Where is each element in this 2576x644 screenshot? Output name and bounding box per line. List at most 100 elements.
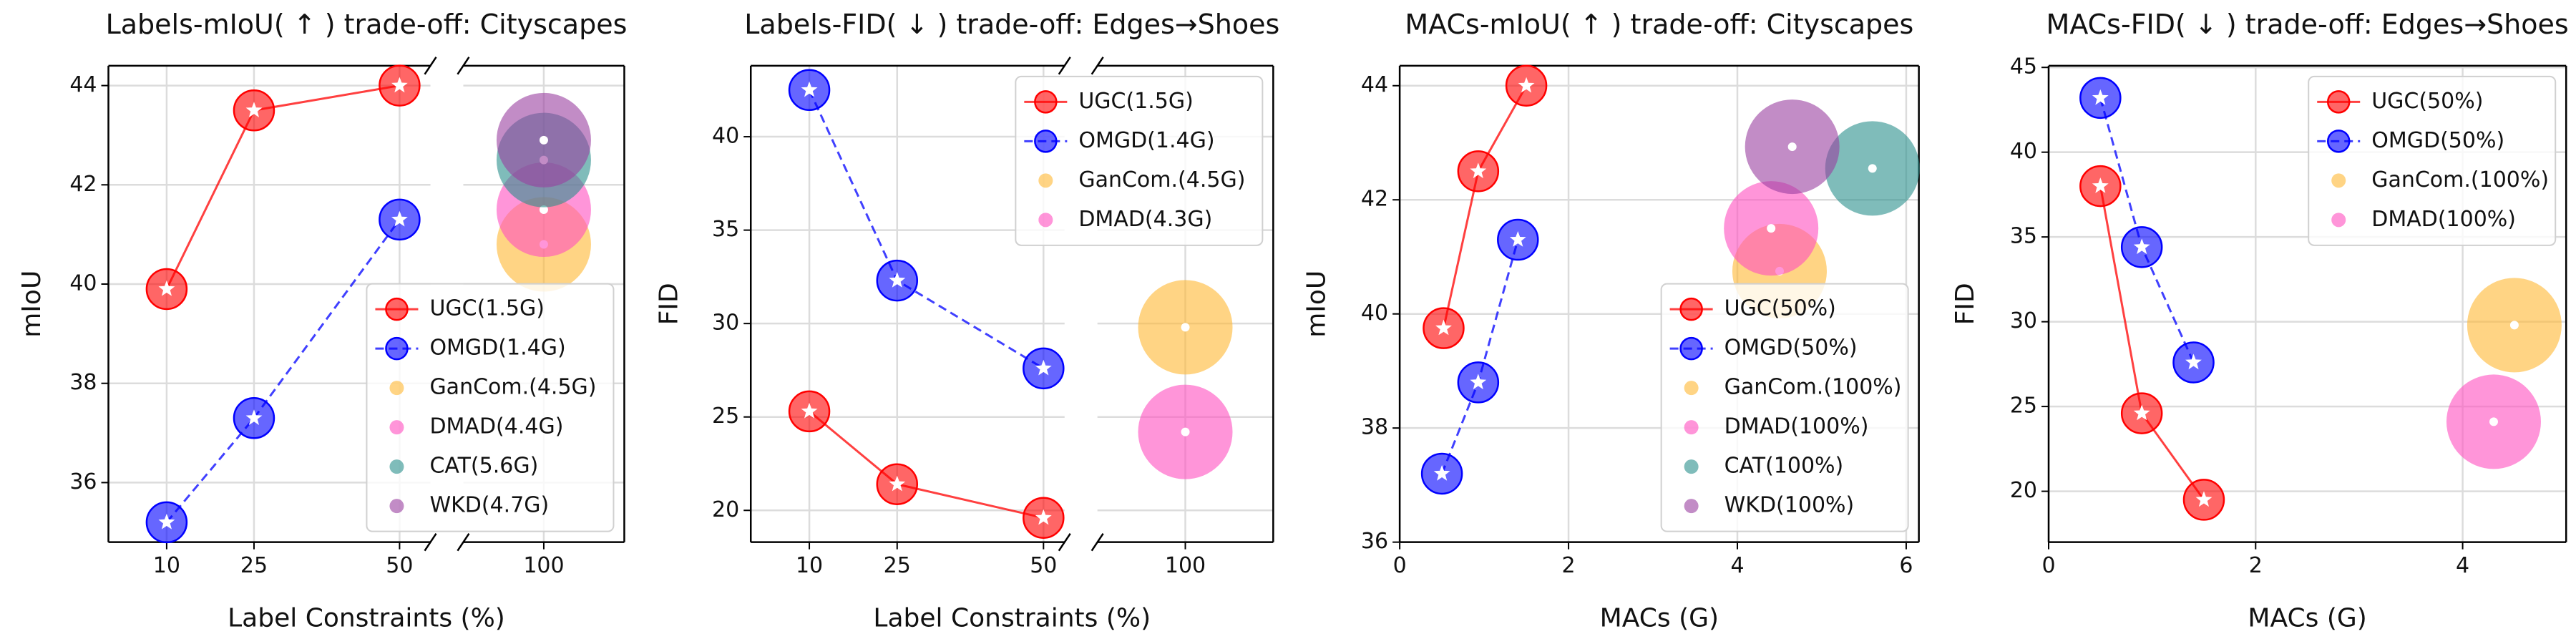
y-tick-label: 35: [712, 217, 739, 242]
point-star: [889, 475, 906, 492]
legend-label: GanCom.(100%): [1724, 375, 1902, 400]
legend-marker: [2326, 130, 2351, 153]
legend-marker: [1684, 381, 1699, 396]
legend-marker: [1034, 90, 1058, 114]
y-tick-label: 38: [69, 370, 97, 395]
y-tick-label: 44: [1361, 72, 1388, 97]
point-star: [1470, 162, 1487, 179]
y-tick-label: 20: [2010, 478, 2037, 503]
bubble-center: [1181, 323, 1190, 332]
series-line: [1440, 239, 1519, 474]
series-line: [809, 410, 1044, 519]
legend-marker: [1684, 499, 1699, 514]
legend-marker: [2331, 173, 2346, 188]
x-tick-label: 100: [1165, 553, 1206, 578]
point-star: [1035, 509, 1052, 525]
legend-label: DMAD(100%): [1724, 414, 1869, 439]
y-tick-label: 30: [2010, 308, 2037, 333]
legend-label: UGC(50%): [2371, 89, 2483, 114]
legend-marker: [389, 420, 404, 435]
bubble-center: [1787, 142, 1797, 152]
legend-label: OMGD(1.4G): [1078, 128, 1214, 153]
x-tick-label: 2: [2249, 553, 2263, 578]
point-star: [2092, 89, 2109, 105]
legend-label: WKD(4.7G): [429, 493, 549, 518]
bubble-center: [539, 135, 548, 145]
legend-label: CAT(100%): [1724, 454, 1844, 479]
legend-marker: [389, 381, 404, 396]
y-tick-label: 45: [2010, 54, 2037, 79]
legend-marker: [2331, 213, 2346, 228]
legend-marker: [385, 336, 409, 361]
point-star: [2133, 238, 2150, 255]
point-star: [245, 409, 263, 425]
chart-title: MACs-FID( ↓ ) trade-off: Edges→Shoes: [2046, 9, 2569, 40]
y-tick-label: 30: [712, 311, 739, 336]
x-tick-label: 0: [1393, 553, 1407, 578]
y-axis-label: mIoU: [1302, 270, 1331, 338]
x-tick-label: 50: [1030, 553, 1057, 578]
y-tick-label: 40: [1361, 301, 1388, 326]
x-tick-label: 0: [2041, 553, 2055, 578]
legend-label: CAT(5.6G): [429, 454, 538, 479]
point-star: [1470, 374, 1487, 390]
legend-marker: [385, 297, 409, 321]
axis-break: [1058, 57, 1071, 75]
y-tick-label: 40: [69, 271, 97, 296]
legend-label: UGC(1.5G): [1078, 89, 1194, 114]
chart-title: Labels-FID( ↓ ) trade-off: Edges→Shoes: [744, 9, 1279, 40]
x-tick-label: 50: [386, 553, 413, 578]
series-line: [1443, 85, 1528, 328]
legend-box: [2308, 75, 2557, 246]
y-tick-label: 40: [712, 124, 739, 149]
legend-marker: [1038, 213, 1053, 228]
point-star: [158, 280, 175, 296]
point-star: [889, 272, 906, 288]
subplot: 0 2 4 20 25 30 35 40 45 MACs-FID( ↓ ) trade-off: …: [1951, 9, 2568, 633]
bubble-center: [1868, 164, 1877, 173]
point-star: [2185, 353, 2202, 370]
axis-break: [457, 57, 470, 75]
x-tick-label: 100: [523, 553, 564, 578]
legend-label: DMAD(4.3G): [1078, 207, 1212, 232]
point-star: [391, 210, 408, 227]
legend-label: GanCom.(4.5G): [1078, 167, 1245, 192]
legend-box: [366, 283, 615, 532]
point-star: [158, 513, 175, 530]
x-tick-label: 4: [1730, 553, 1744, 578]
x-tick-label: 2: [1562, 553, 1576, 578]
y-tick-label: 35: [2010, 224, 2037, 249]
subplot: 10 25 50 100 36 38 40 42 44 Labels-mIoU( ↑ ) trad…: [17, 9, 627, 633]
point-star: [1433, 465, 1450, 481]
legend-box: [1015, 75, 1264, 246]
legend-label: UGC(1.5G): [429, 296, 545, 321]
bubble-center: [1181, 427, 1190, 436]
y-tick-label: 25: [2010, 394, 2037, 419]
bubble-center: [2509, 321, 2519, 330]
x-axis-label: Label Constraints (%): [228, 604, 505, 633]
x-tick-label: 10: [796, 553, 823, 578]
legend-marker: [1684, 459, 1699, 474]
bubble-center: [539, 205, 548, 214]
legend-marker: [1679, 336, 1703, 361]
x-tick-label: 25: [884, 553, 911, 578]
y-tick-label: 25: [712, 404, 739, 429]
axis-break: [424, 57, 437, 75]
x-tick-label: 4: [2456, 553, 2469, 578]
legend-label: OMGD(50%): [1724, 336, 1858, 361]
legend-marker: [2326, 90, 2351, 114]
legend-box: [1660, 283, 1909, 532]
legend-label: DMAD(4.4G): [429, 414, 563, 439]
x-axis-label: MACs (G): [1600, 604, 1719, 633]
point-star: [801, 81, 818, 97]
y-axis-label: mIoU: [17, 270, 47, 338]
y-axis-label: FID: [1951, 283, 1980, 325]
axis-break: [1091, 532, 1104, 552]
series-line: [808, 89, 1045, 370]
y-tick-label: 42: [1361, 187, 1388, 212]
legend-label: UGC(50%): [1724, 296, 1836, 321]
legend-marker: [389, 499, 404, 514]
point-star: [801, 402, 818, 419]
point-star: [2092, 177, 2109, 193]
